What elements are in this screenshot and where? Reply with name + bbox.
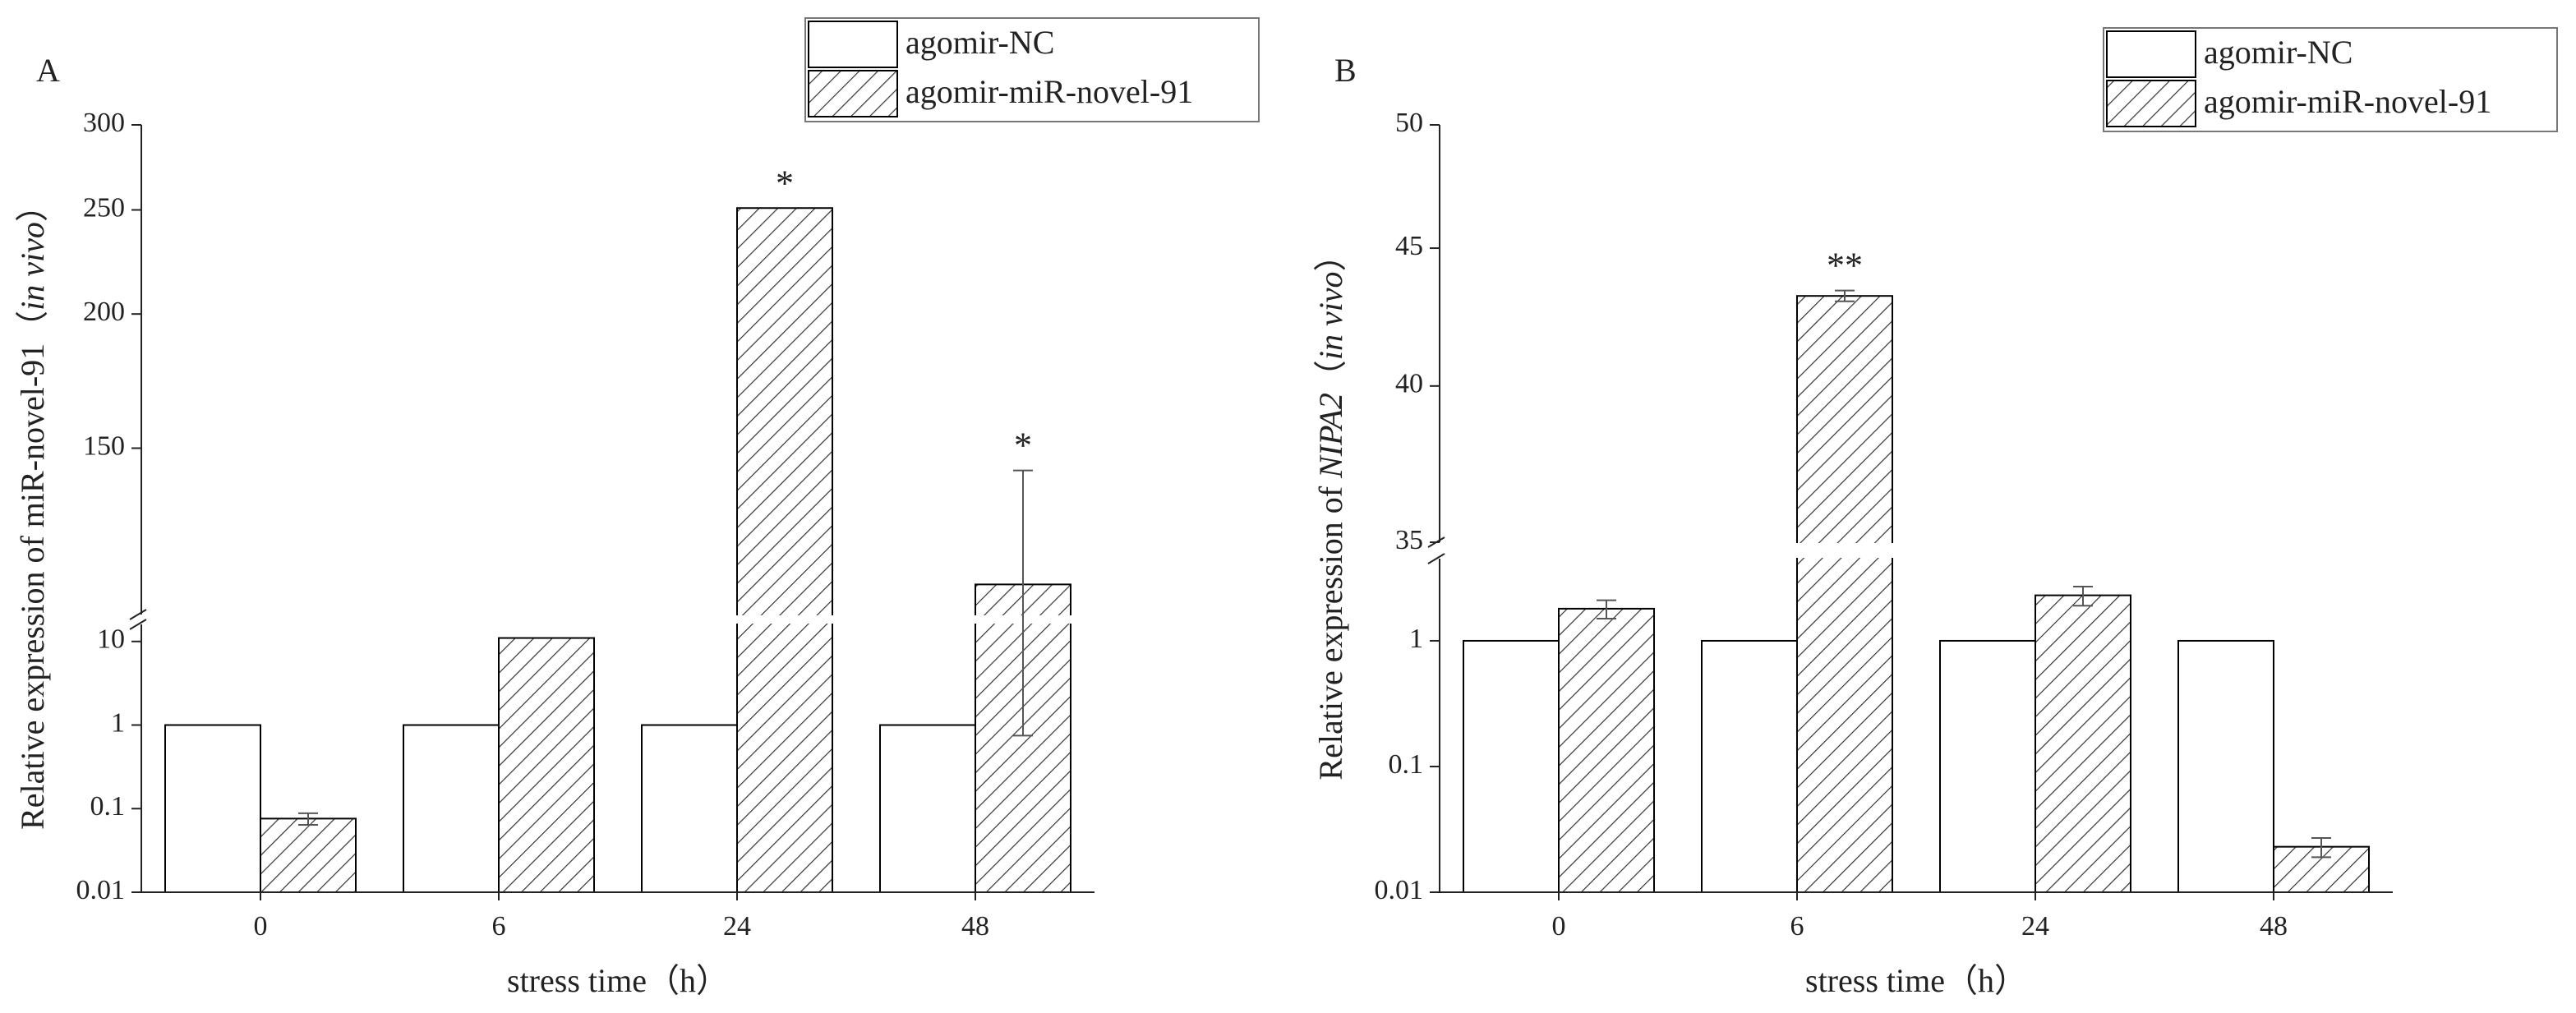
y-tick-label: 1 [1409,624,1423,654]
x-tick-label: 0 [254,911,268,942]
legend-swatch [808,70,898,117]
y-axis-label-part: ） [1312,238,1349,271]
y-tick-label: 0.1 [1389,749,1424,780]
y-axis-label-part: in vivo [1312,271,1349,360]
x-axis-label: stress time（h） [1805,962,2027,999]
x-tick-label: 48 [2260,911,2288,942]
bar [1939,639,2036,894]
y-tick-label: 45 [1395,231,1423,261]
legend-swatch [808,21,898,68]
x-tick-label: 48 [961,911,989,942]
legend-swatch [2106,30,2196,78]
significance-label: * [1014,426,1032,466]
y-tick-label: 1 [111,707,125,738]
y-tick-label: 50 [1395,108,1423,138]
bar [1701,639,1798,894]
panel-label: A [36,52,60,89]
error-bar [2073,585,2093,607]
error-bar [2311,836,2331,859]
y-tick-label: 0.01 [76,875,126,905]
y-tick-label: 35 [1395,525,1423,555]
x-tick-label: 6 [1790,911,1804,942]
error-bar [1597,599,1616,620]
error-bar [1013,469,1033,737]
y-axis-label-part: Relative expression of [1312,478,1349,780]
x-axis-label: stress time（h） [507,962,729,999]
significance-label: ** [1827,246,1863,286]
y-tick-label: 0.1 [90,791,126,822]
bar [260,817,357,894]
bar [1463,639,1560,894]
error-bar [298,812,318,826]
bar [879,724,976,893]
legend-swatch [2106,80,2196,127]
x-tick-label: 0 [1552,911,1566,942]
bar [1558,607,1655,894]
legend: agomir-NC agomir-miR-novel-91 [804,17,1260,122]
y-axis-label-part: NIPA2 [1312,393,1349,479]
y-axis-label-part: （ [1312,360,1349,393]
y-axis-label: Relative expression of NIPA2（in vivo） [1312,238,1349,780]
y-tick-label: 200 [83,297,125,327]
bar [403,724,500,893]
y-tick-label: 300 [83,108,125,138]
y-axis-label-part: ） [14,189,51,222]
bar [498,637,595,893]
x-tick-label: 6 [492,911,506,942]
y-tick-label: 10 [97,624,125,655]
legend-label: agomir-miR-novel-91 [906,73,1193,110]
y-tick-label: 150 [83,431,125,461]
bar [641,724,738,893]
error-bar [1835,289,1855,302]
bar [1796,295,1893,894]
axis-break-gap [1423,543,2393,558]
legend-label: agomir-NC [2204,34,2353,71]
x-tick-label: 24 [2021,911,2049,942]
axis-break-mark [129,619,147,630]
bar [2035,594,2131,893]
legend: agomir-NC agomir-miR-novel-91 [2103,27,2558,132]
bar [736,207,833,893]
y-tick-label: 250 [83,192,125,223]
panel-label: B [1334,52,1357,89]
axis-break-mark [129,609,147,620]
y-axis-label: Relative expression of miR-novel-91（in v… [14,189,51,830]
significance-label: * [776,163,794,203]
y-axis-label-part: Relative expression of miR-novel-91（ [14,311,51,830]
x-tick-label: 24 [723,911,751,942]
y-axis-label-part: in vivo [14,222,51,311]
bar [2177,639,2274,894]
y-tick-label: 40 [1395,369,1423,399]
legend-label: agomir-NC [906,24,1054,61]
axis-break-mark [1427,553,1445,564]
axis-break-gap [125,615,1094,624]
legend-label: agomir-miR-novel-91 [2204,83,2491,120]
y-tick-label: 0.01 [1375,875,1424,905]
bar [164,724,261,893]
